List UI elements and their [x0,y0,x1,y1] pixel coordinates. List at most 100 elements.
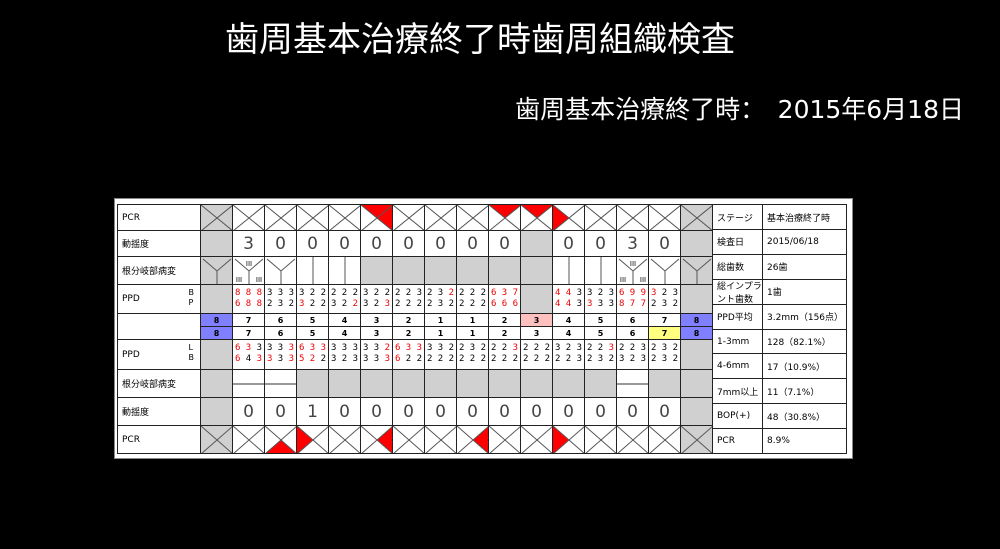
ppd-line: 3 3 3 [362,354,391,364]
ppd-line: 5 2 2 [298,354,327,364]
pcr-cell [616,204,649,231]
tooth-number: 6 [616,326,649,340]
mobility-value: 3 [616,230,649,257]
pcr-cell [232,204,265,231]
info-label: 検査日 [712,228,763,255]
plaque-marker [377,426,392,453]
tooth-number: 8 [680,326,713,340]
tooth-number: 5 [584,313,617,327]
tooth-number: 8 [680,313,713,327]
info-label: 7mm以上 [712,378,763,405]
row-label-furcation: 根分岐部病変 [117,256,201,285]
ppd-line: 3 2 3 [330,354,359,364]
mobility-value: 0 [296,230,329,257]
mobility-value: 1 [296,397,329,426]
info-value: 3.2mm（156点） [762,303,847,330]
mobility-value: 0 [520,397,553,426]
pcr-cell [552,204,585,231]
ppd-line: 3 3 3 [266,354,295,364]
furcation-cell: III III III [616,256,649,285]
info-value: 基本治療終了時 [762,204,847,230]
pcr-cell [200,204,233,231]
ppd-line: 3 3 3 [266,343,295,353]
mobility-value: 0 [360,397,393,426]
ppd-line: 2 2 3 [618,343,647,353]
ppd-line: 8 8 8 [234,288,263,298]
row-label-mobility: 動揺度 [117,397,201,426]
ppd-line: 2 2 2 [458,354,487,364]
ppd-line: 2 2 3 [490,343,519,353]
tooth-number: 4 [328,326,361,340]
ppd-line: 2 3 2 [586,354,615,364]
furcation-cell [360,256,393,285]
ppd-line: 3 2 2 [330,299,359,309]
mobility-value: 0 [488,397,521,426]
furcation-cell [264,369,297,398]
tooth-number: 2 [488,313,521,327]
ppd-line: 3 3 2 [426,343,455,353]
mobility-value: 0 [552,397,585,426]
blank-label [117,313,201,340]
furcation-cell [456,256,489,285]
surface-labels: L B [188,343,195,362]
furcation-cell [552,256,585,285]
pcr-cell [200,425,233,454]
tooth-number: 7 [232,326,265,340]
mobility-value: 0 [648,230,681,257]
ppd-line: 2 2 2 [490,354,519,364]
row-label-pcr: PCR [117,204,201,231]
pcr-cell [648,425,681,454]
pcr-cell [488,204,521,231]
pcr-cell [296,204,329,231]
ppd-line: 3 3 2 [362,343,391,353]
row-label-ppd: PPD B P [117,284,201,314]
furcation-cell [552,369,585,398]
tooth-number: 6 [264,326,297,340]
row-label-pcr: PCR [117,425,201,454]
ppd-line: 2 3 2 [458,343,487,353]
mobility-value [680,397,713,426]
tooth-number: 7 [648,313,681,327]
info-label: ステージ [712,204,763,230]
mobility-value [520,230,553,257]
mobility-value: 0 [648,397,681,426]
ppd-line: 2 2 3 [586,343,615,353]
pcr-cell [360,204,393,231]
ppd-line: 3 2 3 [618,354,647,364]
ppd-line: 6 3 3 [298,343,327,353]
plaque-marker [297,426,313,453]
ppd-line: 4 4 3 [554,288,583,298]
furcation-cell [296,369,329,398]
ppd-line: 3 2 3 [362,299,391,309]
info-value: 26歯 [762,253,847,280]
ppd-line: 3 2 2 [298,299,327,309]
ppd-line: 6 9 9 [618,288,647,298]
furcation-cell [296,256,329,285]
plaque-marker [553,426,569,453]
plaque-marker [473,426,488,453]
info-value: 2015/06/18 [762,228,847,255]
ppd-line: 6 4 3 [234,354,263,364]
ppd-line: 2 3 2 [650,299,679,309]
pcr-cell [648,204,681,231]
ppd-line: 2 3 2 [266,299,295,309]
svg-text:III: III [256,276,262,284]
furcation-cell [200,256,233,285]
info-value: 11（7.1%） [762,378,847,405]
periodontal-chart: PCR 動揺度 根分岐部病変 PPD B P PPD L B 根分岐部病変 動揺度 PCR 3 0 0 0… [114,198,853,459]
plaque-marker [553,205,569,230]
ppd-cell [200,284,233,314]
furcation-cell [616,369,649,398]
ppd-line: 2 2 2 [330,288,359,298]
pcr-cell [360,425,393,454]
furcation-cell [680,256,713,285]
